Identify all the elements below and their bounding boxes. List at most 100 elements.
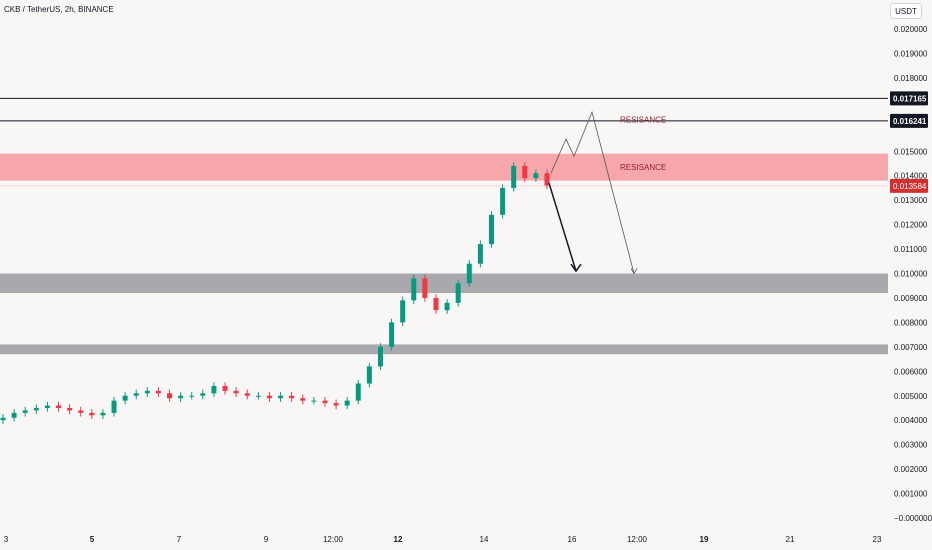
candle-body [511,165,517,188]
candle-body [544,173,550,186]
candle-body [56,405,62,408]
candle-body [178,395,184,399]
candle-body [400,300,406,323]
candle-body [44,405,50,408]
y-tick-label: 0.012000 [894,221,928,230]
x-tick-label: 19 [700,535,709,544]
candle-body [477,244,483,264]
last-price-label: 0.013584 [893,182,927,191]
x-tick-label: 12 [394,535,403,544]
candle-body [211,385,217,394]
y-tick-label: 0.005000 [894,392,928,401]
price-label-box [890,91,928,106]
x-tick-label: 23 [873,535,882,544]
y-tick-label: 0.008000 [894,318,928,327]
candle-body [222,385,228,391]
candle-body [144,390,150,394]
candle-body [89,412,95,416]
price-label: 0.017165 [893,94,927,103]
y-tick-label: 0.014000 [894,172,928,181]
y-tick-label: 0.019000 [894,49,928,58]
candle-body [522,165,528,179]
candle-body [389,322,395,347]
candle-body [167,393,173,399]
y-tick-label: 0.018000 [894,74,928,83]
candle-body [133,393,139,396]
candle-body [289,395,295,399]
y-tick-label: 0.007000 [894,343,928,352]
candle-body [0,417,6,421]
candle-body [122,395,128,401]
x-tick-label: 12:00 [627,535,648,544]
resistance-zone[interactable] [0,153,888,181]
candle-body [377,346,383,367]
projection-path-head [630,268,638,275]
candle-body [233,390,239,394]
projection-path[interactable] [550,110,635,274]
candle-body [155,390,161,394]
candle-body [333,403,339,406]
candle-body [266,395,272,399]
candle-body [344,400,350,406]
candle-body [278,395,284,399]
currency-selector[interactable]: USDT [890,3,922,19]
candle-body [488,214,494,245]
candle-body [444,302,450,311]
candle-body [355,383,361,401]
candle-body [11,412,17,418]
x-tick-label: 14 [480,535,489,544]
candle-body [311,400,317,402]
candle-body [422,278,428,298]
candle-body [322,400,328,404]
zone-label: RESISANCE [620,163,666,172]
x-tick-label: 3 [4,535,9,544]
x-tick-label: 5 [90,535,95,544]
y-tick-label: 0.015000 [894,147,928,156]
y-tick-label: 0.006000 [894,367,928,376]
candle-body [189,395,195,397]
symbol-title: CKB / TetherUS, 2h, BINANCE [4,5,114,14]
y-tick-label: 0.009000 [894,294,928,303]
candle-body [300,398,306,401]
support-zone[interactable] [0,273,888,294]
y-tick-label: 0.004000 [894,416,928,425]
x-tick-label: 12:00 [323,535,344,544]
candle-body [78,410,84,413]
support-zone[interactable] [0,344,888,355]
projection-arrow-head [570,263,582,273]
y-tick-label: 0.011000 [894,245,927,254]
y-tick-label: −0.000000 [894,514,932,523]
candle-body [244,393,250,396]
y-tick-label: 0.001000 [894,490,928,499]
y-tick-label: 0.003000 [894,441,928,450]
candle-body [533,173,539,179]
candle-body [33,407,39,411]
x-tick-label: 7 [177,535,182,544]
y-tick-label: 0.020000 [894,25,928,34]
y-tick-label: 0.002000 [894,465,928,474]
x-tick-label: 9 [264,535,269,544]
candle-body [22,410,28,413]
candle-body [455,283,461,303]
candle-body [111,400,117,413]
candle-body [500,187,506,215]
candle-body [100,412,106,416]
price-label: 0.016241 [893,117,927,126]
last-price-box [890,178,928,193]
candle-body [433,297,439,311]
candle-body [366,366,372,384]
candle-body [67,407,73,411]
annotation-label: RESISANCE [620,115,666,124]
candle-body [255,395,261,397]
y-tick-label: 0.013000 [894,196,928,205]
price-label-box [890,113,928,128]
y-tick-label: 0.010000 [894,270,928,279]
candle-body [466,263,472,284]
candle-body [200,393,206,396]
x-tick-label: 16 [568,535,577,544]
projection-arrow-line[interactable] [548,182,577,272]
candle-body [411,278,417,301]
x-tick-label: 21 [786,535,795,544]
